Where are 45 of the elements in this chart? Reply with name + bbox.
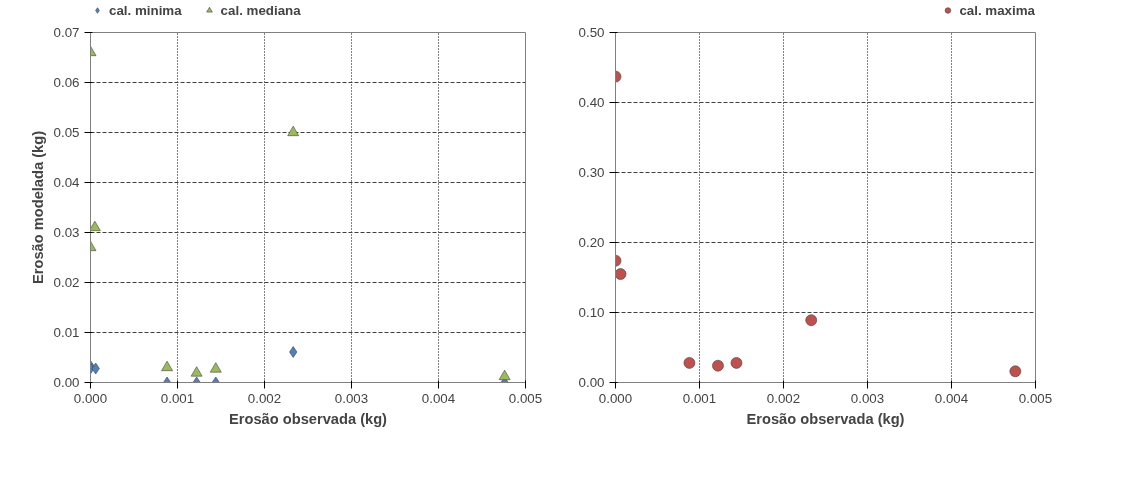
x-tick-label: 0.002 (766, 390, 801, 406)
y-tick-label: 0.01 (53, 325, 80, 340)
point (287, 125, 300, 136)
y-tick-label: 0.40 (578, 95, 605, 110)
x-tick-label: 0.000 (598, 390, 633, 406)
x-tick-label: 0.000 (73, 390, 108, 406)
x-tick-label: 0.004 (934, 390, 969, 406)
y-tick-label: 0.50 (578, 25, 605, 40)
point (1009, 365, 1022, 378)
x-tick-label: 0.001 (160, 390, 195, 406)
y-tick-label: 0.30 (578, 165, 605, 180)
x-tick-label: 0.001 (682, 390, 717, 406)
y-tick-label: 0.03 (53, 225, 80, 240)
y-tick-label: 0.07 (53, 25, 80, 40)
x-tick-label: 0.005 (1018, 390, 1053, 406)
point (209, 362, 222, 373)
point (805, 314, 818, 326)
y-tick-label: 0.20 (578, 235, 605, 250)
point (90, 220, 101, 231)
y-tick-label: 0.05 (53, 125, 80, 140)
x-axis-title: Erosão observada (kg) (746, 410, 905, 427)
y-tick-label: 0.02 (53, 275, 80, 290)
point (683, 357, 696, 369)
point (730, 357, 743, 369)
y-tick-label: 0.10 (578, 305, 605, 320)
x-tick-label: 0.005 (508, 390, 543, 406)
x-axis-title: Erosão observada (kg) (228, 410, 388, 427)
legend-label: cal. minima (109, 2, 182, 18)
legend-label: cal. mediana (220, 2, 301, 18)
y-tick-label: 0.00 (578, 375, 605, 390)
x-tick-label: 0.003 (334, 390, 369, 406)
legend-label: cal. maxima (959, 2, 1035, 18)
x-tick-label: 0.003 (850, 390, 885, 406)
point (615, 268, 627, 280)
point (712, 359, 724, 372)
point (190, 366, 203, 377)
y-axis-title: Erosão modelada (kg) (29, 130, 46, 285)
y-tick-label: 0.00 (53, 375, 80, 390)
point (289, 346, 298, 358)
y-tick-label: 0.04 (53, 175, 81, 190)
x-tick-label: 0.004 (421, 390, 456, 406)
y-tick-label: 0.06 (53, 75, 80, 90)
point (498, 369, 511, 380)
point (161, 360, 173, 371)
x-tick-label: 0.002 (247, 390, 282, 406)
